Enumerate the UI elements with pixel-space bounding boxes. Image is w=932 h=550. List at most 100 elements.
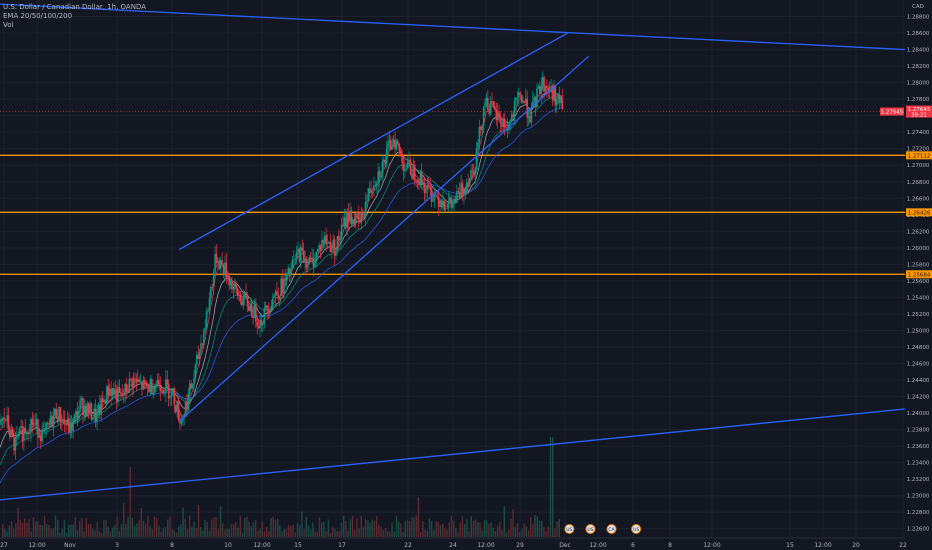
time-tick-label: 3 [115, 542, 119, 549]
candle-body [398, 144, 401, 151]
candle-body [139, 381, 142, 383]
candle-body [336, 236, 339, 252]
volume-bar [512, 508, 514, 537]
candle-body [172, 388, 174, 389]
candle-body [25, 432, 28, 434]
time-tick-label: 24 [449, 542, 457, 549]
candle-body [447, 201, 450, 209]
volume-bar [464, 523, 466, 537]
candle-body [181, 418, 184, 422]
symbol-title[interactable]: U.S. Dollar / Canadian Dollar, 1h, OANDA [3, 3, 147, 11]
time-axis[interactable]: 27 12:00 Nov 3 8 10 12:00 15 17 22 24 12:00 29 Dec 12:… [0, 537, 932, 550]
volume-bar [101, 532, 103, 537]
volume-bar [54, 515, 57, 537]
candle-body [131, 379, 133, 388]
volume-bar [332, 527, 334, 537]
candle-body [218, 260, 221, 269]
volume-bar [90, 524, 92, 537]
volume-bar [136, 523, 138, 537]
volume-bar [228, 529, 230, 537]
volume-indicator-label[interactable]: Vol [3, 21, 14, 29]
volume-bar [336, 530, 338, 537]
price-tick-label: 1.28200 [907, 64, 930, 70]
volume-bar [30, 531, 32, 537]
candle-body [169, 396, 171, 399]
candle-body [290, 268, 292, 276]
trendlines[interactable] [0, 3, 906, 501]
candle-body [4, 419, 7, 420]
candle-body [533, 96, 536, 101]
candle-body [83, 405, 86, 416]
candle-body [339, 239, 342, 241]
candle-body [62, 419, 65, 423]
candle-body [503, 118, 506, 128]
volume-bar [167, 519, 169, 537]
candle-body [488, 109, 491, 114]
candle-body [101, 398, 104, 403]
price-tick-label: 1.26200 [907, 229, 930, 235]
candle-body [297, 248, 299, 253]
candle-body [132, 378, 135, 388]
candle-body [367, 188, 370, 202]
volume-bar [46, 524, 48, 537]
candle-body [318, 244, 320, 249]
candle-body [413, 164, 416, 181]
event-icons[interactable]: US US CA US [564, 524, 642, 534]
candle-body [77, 411, 80, 419]
candle-body [370, 189, 372, 193]
candle-body [468, 178, 471, 187]
candle-body [553, 85, 555, 101]
candle-body [103, 400, 105, 403]
price-axis[interactable]: 1.22600 1.22800 1.23000 1.23200 1.23400 1.236… [905, 0, 932, 550]
candle-body [256, 321, 259, 327]
candle-body [163, 392, 166, 394]
candle-body [346, 212, 349, 228]
ema-indicator-label[interactable]: EMA 20/50/100/200 [3, 12, 73, 20]
candle-body [246, 297, 249, 307]
candle-body [190, 383, 192, 389]
candle-body [453, 198, 455, 205]
volume-bar [516, 523, 519, 537]
candle-body [125, 383, 128, 392]
candle-body [304, 259, 306, 263]
volume-bar [239, 515, 241, 537]
candle-body [225, 262, 228, 278]
volume-bar [409, 521, 411, 537]
time-tick-label: 12:00 [253, 542, 270, 549]
time-tick-label: 12:00 [703, 542, 720, 549]
candle-body [197, 354, 200, 360]
time-tick-label: 12:00 [28, 542, 45, 549]
volume-bar [349, 519, 351, 537]
volume-bar [173, 530, 175, 537]
candle-body [363, 217, 365, 219]
event-flag-label: CA [608, 527, 615, 533]
price-tick-label: 1.23800 [907, 428, 930, 434]
volume-bar [257, 530, 259, 537]
candle-body [332, 239, 334, 248]
volume-bar [237, 527, 239, 537]
candle-body [151, 379, 153, 395]
volume-bar [191, 527, 193, 537]
candle-body [467, 182, 469, 187]
candle-body [215, 253, 218, 263]
candle-body [250, 304, 253, 316]
candle-body [345, 217, 347, 228]
candle-body [224, 262, 226, 274]
candle-body [399, 150, 402, 154]
candle-body [160, 390, 163, 392]
volume-bar [431, 520, 433, 537]
candle-body [255, 304, 257, 322]
candle-body [129, 378, 132, 380]
candle-body [496, 112, 499, 121]
candle-body [148, 385, 150, 393]
candle-body [52, 415, 55, 428]
volume-bar [26, 523, 28, 537]
candle-body [61, 422, 63, 423]
candle-body [312, 257, 315, 267]
volume-bar [116, 516, 118, 537]
volume-bar [72, 524, 74, 537]
current-axis-timer: 39:21 [911, 113, 927, 119]
volume-bar [307, 525, 310, 537]
candle-body [114, 389, 117, 395]
